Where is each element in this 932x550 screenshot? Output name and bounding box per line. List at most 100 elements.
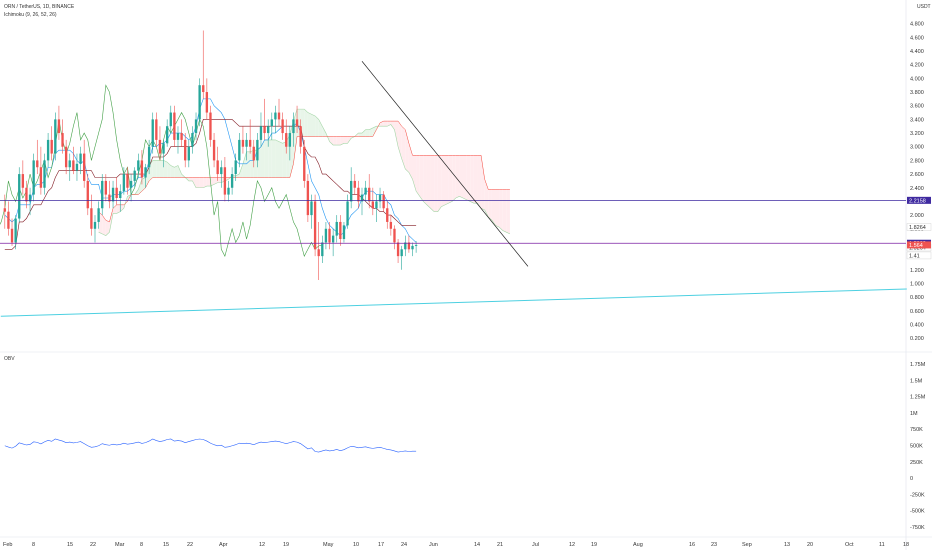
candle-body[interactable] [281, 119, 284, 134]
candle-body[interactable] [104, 180, 108, 195]
candle-body[interactable] [414, 244, 418, 246]
candle-body[interactable] [263, 126, 266, 134]
candle-body[interactable] [169, 112, 172, 127]
candle-body[interactable] [245, 139, 248, 147]
candle-body[interactable] [230, 174, 234, 188]
candle-body[interactable] [194, 119, 198, 134]
candle-body[interactable] [342, 225, 346, 240]
candle-body[interactable] [3, 208, 6, 212]
candlesticks[interactable] [3, 30, 418, 281]
candle-body[interactable] [234, 160, 237, 175]
candle-body[interactable] [50, 139, 53, 154]
candle-body[interactable] [155, 119, 158, 140]
candle-body[interactable] [313, 201, 317, 250]
candle-body[interactable] [205, 92, 209, 113]
candle-body[interactable] [28, 194, 32, 202]
candle-body[interactable] [364, 187, 367, 195]
candle-body[interactable] [317, 249, 320, 257]
ascending-support-line[interactable] [0, 288, 907, 317]
candle-body[interactable] [382, 194, 385, 209]
candle-body[interactable] [274, 112, 277, 120]
candle-body[interactable] [162, 143, 165, 154]
candle-body[interactable] [108, 194, 111, 202]
candle-body[interactable] [129, 180, 133, 188]
candle-body[interactable] [93, 221, 97, 229]
candle-body[interactable] [386, 208, 389, 222]
candle-body[interactable] [310, 201, 313, 216]
drawings[interactable] [0, 61, 907, 317]
candle-body[interactable] [101, 180, 104, 209]
candle-body[interactable] [292, 119, 295, 134]
candle-body[interactable] [331, 235, 335, 243]
candle-body[interactable] [39, 167, 43, 188]
candle-body[interactable] [400, 249, 403, 257]
candle-body[interactable] [43, 160, 46, 188]
candle-body[interactable] [223, 167, 227, 195]
candle-body[interactable] [357, 187, 360, 202]
candle-body[interactable] [339, 221, 342, 240]
candle-body[interactable] [321, 242, 324, 257]
candle-body[interactable] [216, 160, 219, 175]
candle-body[interactable] [83, 153, 86, 181]
candle-body[interactable] [407, 242, 411, 250]
candle-body[interactable] [389, 221, 393, 229]
candle-body[interactable] [202, 85, 205, 93]
candle-body[interactable] [346, 201, 349, 226]
candle-body[interactable] [191, 133, 194, 147]
candle-body[interactable] [133, 170, 136, 181]
candle-body[interactable] [360, 194, 364, 202]
candle-body[interactable] [144, 167, 147, 178]
candle-body[interactable] [252, 146, 255, 161]
candle-body[interactable] [97, 208, 100, 222]
candle-body[interactable] [270, 119, 273, 127]
candle-body[interactable] [411, 245, 414, 250]
candle-body[interactable] [256, 139, 259, 161]
candle-body[interactable] [57, 119, 61, 134]
candle-body[interactable] [184, 139, 187, 161]
candle-body[interactable] [335, 221, 338, 236]
candle-body[interactable] [328, 228, 331, 243]
candle-body[interactable] [371, 201, 374, 209]
candle-body[interactable] [288, 133, 292, 147]
candle-body[interactable] [18, 174, 21, 219]
candle-body[interactable] [306, 180, 310, 216]
candle-body[interactable] [198, 85, 201, 120]
candle-body[interactable] [147, 146, 151, 168]
candle-body[interactable] [75, 163, 79, 171]
candle-body[interactable] [295, 119, 299, 127]
candle-body[interactable] [86, 180, 89, 209]
candle-body[interactable] [180, 133, 183, 140]
candle-body[interactable] [126, 174, 129, 188]
candle-body[interactable] [151, 119, 154, 147]
candle-body[interactable] [32, 160, 35, 195]
candle-body[interactable] [259, 126, 263, 140]
candle-body[interactable] [396, 242, 400, 257]
candle-body[interactable] [267, 126, 270, 134]
candle-body[interactable] [368, 187, 371, 202]
candle-body[interactable] [220, 167, 223, 175]
candle-body[interactable] [111, 187, 115, 202]
candle-body[interactable] [227, 187, 230, 195]
candle-body[interactable] [303, 146, 306, 181]
candle-body[interactable] [115, 187, 118, 199]
candle-body[interactable] [137, 160, 140, 171]
candle-body[interactable] [10, 228, 14, 243]
candle-body[interactable] [353, 180, 356, 188]
candle-body[interactable] [72, 160, 75, 171]
candle-body[interactable] [238, 139, 241, 161]
candle-body[interactable] [241, 139, 245, 147]
candle-body[interactable] [277, 112, 281, 120]
candle-body[interactable] [46, 139, 50, 161]
candle-body[interactable] [285, 133, 288, 147]
candle-body[interactable] [25, 187, 28, 202]
candle-body[interactable] [165, 126, 169, 144]
candle-body[interactable] [393, 228, 396, 243]
candle-body[interactable] [90, 208, 93, 229]
candle-body[interactable] [21, 174, 25, 188]
obv-line[interactable] [4, 438, 417, 453]
obv-pane[interactable]: 1.75M 1.5M 1.25M 1M 750K 500K 250K 0 -250K -500K -… [4, 362, 926, 531]
candle-body[interactable] [36, 160, 39, 168]
candle-body[interactable] [375, 201, 378, 209]
candle-body[interactable] [176, 133, 180, 140]
candle-body[interactable] [54, 119, 57, 154]
